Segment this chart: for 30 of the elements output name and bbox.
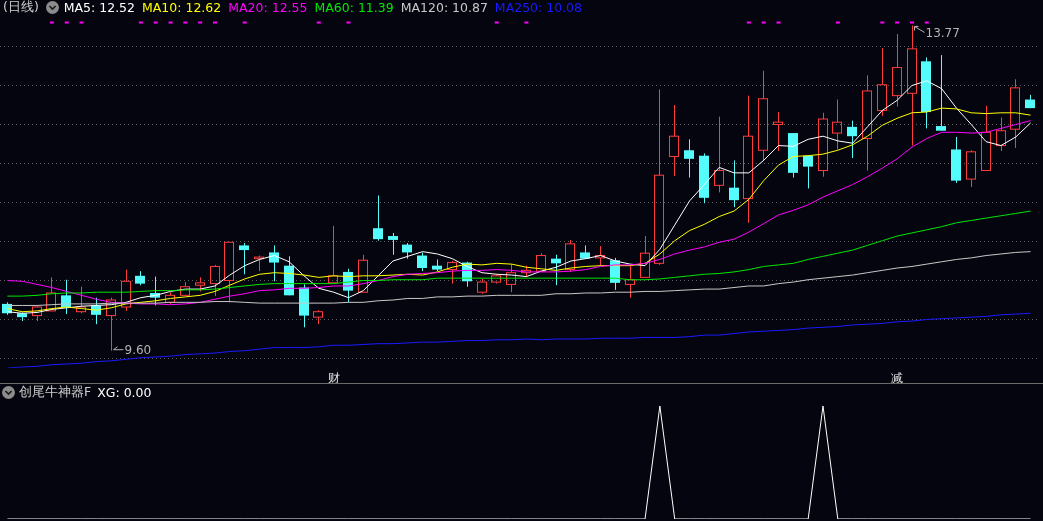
- candlestick: [239, 242, 249, 275]
- candlestick: [373, 194, 383, 242]
- text: MA250: 10.08: [494, 0, 583, 15]
- annotation: 13.77: [925, 26, 960, 41]
- text: MA60: 11.39: [314, 0, 394, 15]
- candlestick: [388, 232, 398, 256]
- candlestick: [417, 251, 427, 272]
- annotation: 9.60: [124, 342, 152, 357]
- text: MA120: 10.87: [400, 0, 488, 15]
- candlestick: [669, 104, 679, 177]
- candlestick: [996, 116, 1006, 152]
- text: MA5: 12.52: [63, 0, 136, 15]
- candlestick: [625, 265, 635, 299]
- candlestick: [877, 47, 887, 117]
- candlestick: [684, 138, 694, 179]
- candlestick: [847, 120, 857, 159]
- chart-title: (日线): [3, 0, 39, 16]
- text: MA10: 12.62: [142, 0, 222, 15]
- candlestick: [729, 159, 739, 208]
- text: XG: 0.00: [97, 385, 152, 400]
- x-tick-label: 减: [891, 370, 904, 385]
- candlestick: [269, 244, 279, 282]
- candlestick: [773, 111, 783, 152]
- candlestick: [743, 95, 753, 224]
- chart-title: 创尾牛神器F: [19, 384, 92, 401]
- text: MA20: 12.55: [228, 0, 308, 15]
- candlestick: [862, 74, 872, 172]
- x-tick-label: 财: [327, 370, 340, 385]
- candlestick: [803, 155, 813, 189]
- candlestick: [936, 54, 946, 132]
